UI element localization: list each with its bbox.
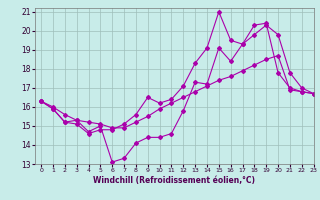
X-axis label: Windchill (Refroidissement éolien,°C): Windchill (Refroidissement éolien,°C) — [93, 176, 255, 185]
